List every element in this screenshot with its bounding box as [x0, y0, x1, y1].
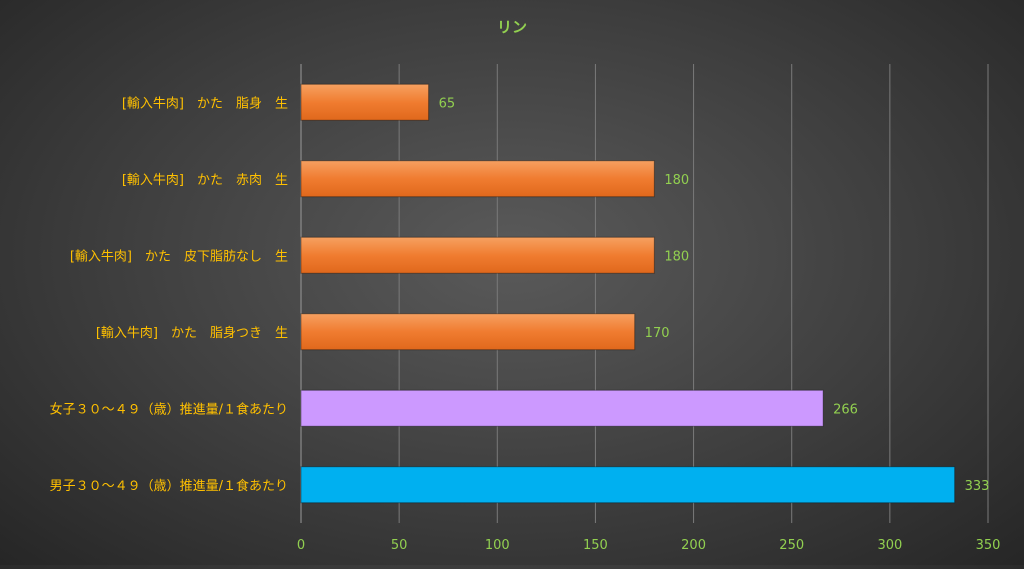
- category-label: [輸入牛肉] かた 皮下脂肪なし 生: [70, 248, 288, 264]
- x-tick-label: 250: [779, 538, 804, 553]
- data-label: 266: [833, 402, 858, 417]
- category-label: 男子３０～４９（歳）推進量/１食あたり: [50, 478, 288, 494]
- bar: [300, 160, 655, 198]
- labels: 0 50 100 150 200 250 300 350 [輸入牛肉] かた 脂身 生 65 [輸入…: [50, 95, 1001, 553]
- x-tick-label: 350: [976, 538, 1001, 553]
- bar: [300, 83, 430, 121]
- bar: [300, 313, 636, 351]
- category-label: [輸入牛肉] かた 脂身つき 生: [96, 325, 288, 341]
- category-label: [輸入牛肉] かた 脂身 生: [122, 95, 288, 111]
- data-label: 333: [965, 479, 990, 494]
- category-label: [輸入牛肉] かた 赤肉 生: [122, 173, 288, 188]
- bars: [300, 83, 956, 504]
- gridlines: [300, 64, 989, 523]
- data-label: 65: [439, 96, 456, 111]
- bar: [300, 466, 956, 504]
- x-tick-label: 50: [391, 538, 408, 553]
- x-tick-label: 300: [877, 538, 902, 553]
- chart-title: リン: [497, 18, 527, 36]
- data-label: 180: [664, 249, 689, 264]
- data-label: 170: [645, 326, 670, 341]
- category-label: 女子３０～４９（歳）推進量/１食あたり: [50, 401, 288, 417]
- x-tick-label: 200: [681, 538, 706, 553]
- bar: [300, 389, 824, 427]
- x-tick-label: 100: [485, 538, 510, 553]
- x-tick-label: 150: [583, 538, 608, 553]
- x-tick-label: 0: [297, 538, 305, 553]
- data-label: 180: [664, 173, 689, 188]
- bar: [300, 236, 655, 274]
